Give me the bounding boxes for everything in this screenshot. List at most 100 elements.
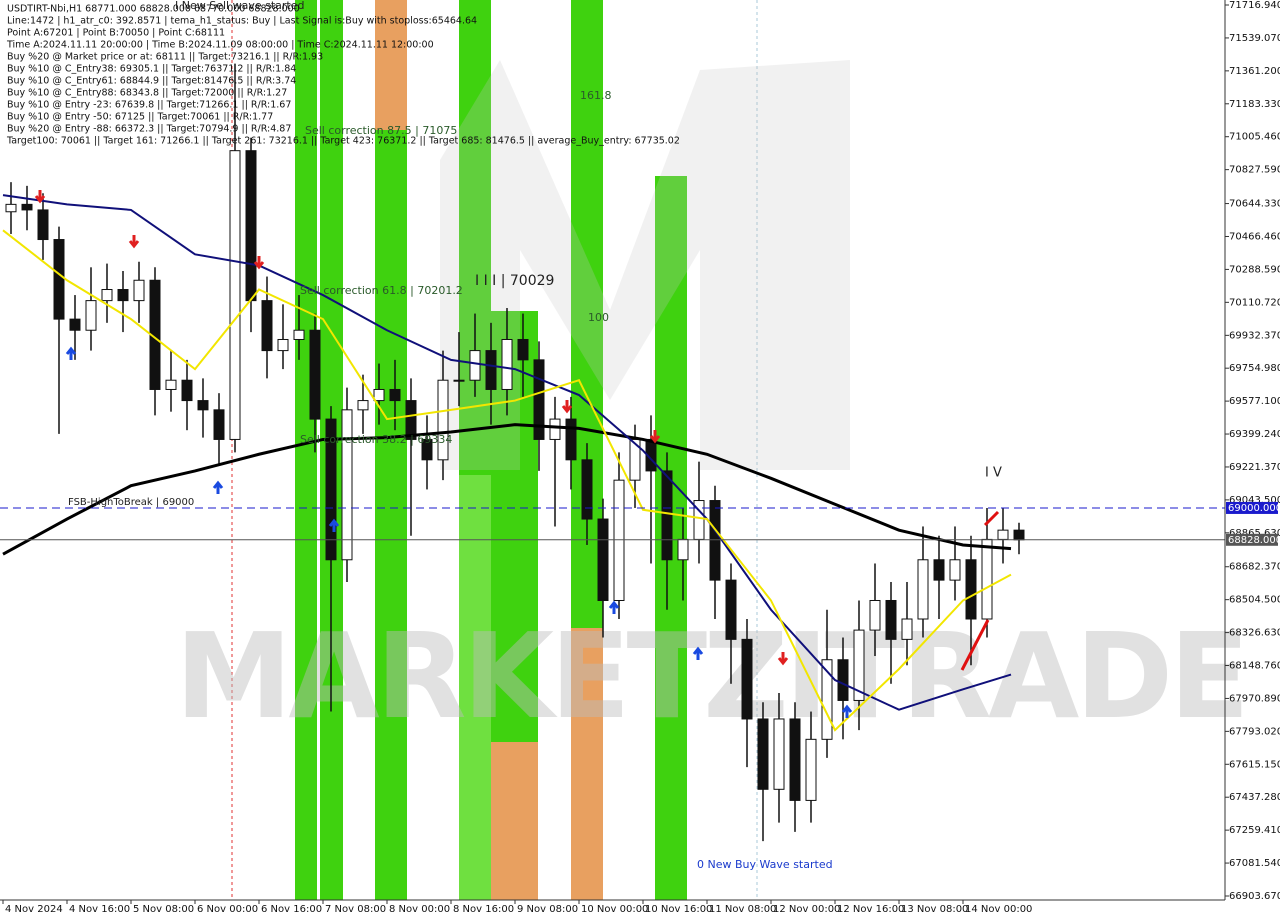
y-tick-label: 67259.410 <box>1229 825 1280 836</box>
candle-body <box>965 559 977 620</box>
candle-body <box>261 300 273 352</box>
info-line: Buy %10 @ C_Entry88: 68343.8 || Target:7… <box>7 88 287 99</box>
candle-body <box>981 538 993 620</box>
y-tick-label: 71183.330 <box>1229 99 1280 110</box>
candle-body <box>997 529 1009 540</box>
candle-body <box>805 738 817 801</box>
x-tick-label: 6 Nov 16:00 <box>261 904 322 915</box>
price-tag-label: 68828.000 <box>1228 535 1280 546</box>
sell-arrow <box>34 190 46 204</box>
candle-body <box>677 538 689 561</box>
candle-body <box>869 599 881 631</box>
y-tick-label: 71361.200 <box>1229 66 1280 77</box>
candle-body <box>917 559 929 620</box>
y-tick-label: 69399.240 <box>1229 429 1280 440</box>
candle-body <box>405 400 417 440</box>
trend-segment <box>983 510 1000 527</box>
sell-arrow <box>128 235 140 249</box>
info-line: Buy %10 @ Entry -50: 67125 || Target:700… <box>7 112 273 123</box>
info-line: Buy %10 @ Entry -23: 67639.8 || Target:7… <box>7 100 291 111</box>
y-tick-label: 71716.940 <box>1229 0 1280 11</box>
y-tick-label: 71539.070 <box>1229 33 1280 44</box>
y-tick-label: 70288.590 <box>1229 264 1280 275</box>
x-tick-label: 12 Nov 00:00 <box>773 904 840 915</box>
zone <box>295 0 317 900</box>
candle-body <box>197 400 209 411</box>
candle-body <box>661 470 673 561</box>
zone <box>375 0 407 900</box>
y-tick-label: 69754.980 <box>1229 363 1280 374</box>
candle-body <box>389 388 401 402</box>
signal-markers <box>34 190 1000 718</box>
zones <box>231 0 850 900</box>
y-tick-label: 71005.460 <box>1229 132 1280 143</box>
info-line: Line:1472 | h1_atr_c0: 392.8571 | tema_h… <box>7 16 477 27</box>
y-tick-label: 66903.670 <box>1229 891 1280 902</box>
annotation: FSB-HighToBreak | 69000 <box>68 497 194 508</box>
candle-body <box>949 559 961 581</box>
logo-watermark <box>440 60 850 470</box>
candle-body <box>933 559 945 581</box>
candle-body <box>37 209 49 241</box>
annotation: 161.8 <box>580 89 612 102</box>
candle-body <box>69 318 81 331</box>
candle-body <box>709 500 721 581</box>
candle-body <box>357 400 369 411</box>
candle-body <box>21 203 33 211</box>
y-tick-label: 70644.330 <box>1229 199 1280 210</box>
candle-body <box>613 479 625 601</box>
annotations: I New Sell wave started Sell correction … <box>68 0 1002 871</box>
trend-segment <box>960 619 990 671</box>
info-line: Target100: 70061 || Target 161: 71266.1 … <box>6 136 680 147</box>
candle-body <box>773 718 785 790</box>
candle-body <box>245 150 257 302</box>
info-line: USDTIRT-Nbi,H1 68771.000 68828.000 68770… <box>7 4 300 15</box>
annotation: Sell correction 87.5 | 71075 <box>305 124 457 137</box>
candle-body <box>901 618 913 640</box>
candle-body <box>325 418 337 561</box>
annotation: I V <box>985 466 1002 481</box>
y-tick-label: 67615.150 <box>1229 759 1280 770</box>
x-tick-label: 13 Nov 08:00 <box>901 904 968 915</box>
candle-body <box>165 379 177 390</box>
y-tick-label: 67793.020 <box>1229 726 1280 737</box>
y-tick-label: 67081.540 <box>1229 858 1280 869</box>
candle-body <box>597 518 609 601</box>
annotation: 0 New Buy Wave started <box>697 858 833 871</box>
candle-body <box>421 438 433 461</box>
y-tick-label: 68865.630 <box>1229 528 1280 539</box>
price-tag <box>1226 501 1278 514</box>
candle-body <box>373 388 385 402</box>
candle-body <box>101 289 113 302</box>
zone <box>459 475 491 900</box>
y-tick-label: 67970.890 <box>1229 693 1280 704</box>
annotation: Sell correction 61.8 | 70201.2 <box>300 284 463 297</box>
price-tag-label: 69000.000 <box>1228 503 1280 514</box>
x-tick-label: 9 Nov 08:00 <box>517 904 578 915</box>
sell-arrow <box>649 430 661 444</box>
x-tick-label: 14 Nov 00:00 <box>965 904 1032 915</box>
info-panel: USDTIRT-Nbi,H1 68771.000 68828.000 68770… <box>6 4 680 147</box>
candle-body <box>1013 529 1025 541</box>
x-tick-label: 12 Nov 16:00 <box>837 904 904 915</box>
y-tick-label: 67437.280 <box>1229 792 1280 803</box>
candle-body <box>293 329 305 340</box>
y-tick-label: 69221.370 <box>1229 462 1280 473</box>
zone <box>491 742 538 900</box>
candle-body <box>853 629 865 701</box>
candle-body <box>469 350 481 381</box>
candle-body <box>565 418 577 461</box>
candle-body <box>725 579 737 640</box>
annotation: I New Sell wave started <box>175 0 304 12</box>
moving-average <box>2 423 1012 556</box>
info-line: Buy %10 @ C_Entry38: 69305.1 || Target:7… <box>7 64 296 75</box>
x-tick-label: 6 Nov 00:00 <box>197 904 258 915</box>
y-tick-label: 70466.460 <box>1229 231 1280 242</box>
info-line: Buy %20 @ Entry -88: 66372.3 || Target:7… <box>7 124 291 135</box>
x-tick-label: 5 Nov 08:00 <box>133 904 194 915</box>
info-line: Point A:67201 | Point B:70050 | Point C:… <box>7 28 225 39</box>
candle-body <box>181 379 193 402</box>
candle-body <box>5 203 17 213</box>
candle-body <box>277 338 289 352</box>
